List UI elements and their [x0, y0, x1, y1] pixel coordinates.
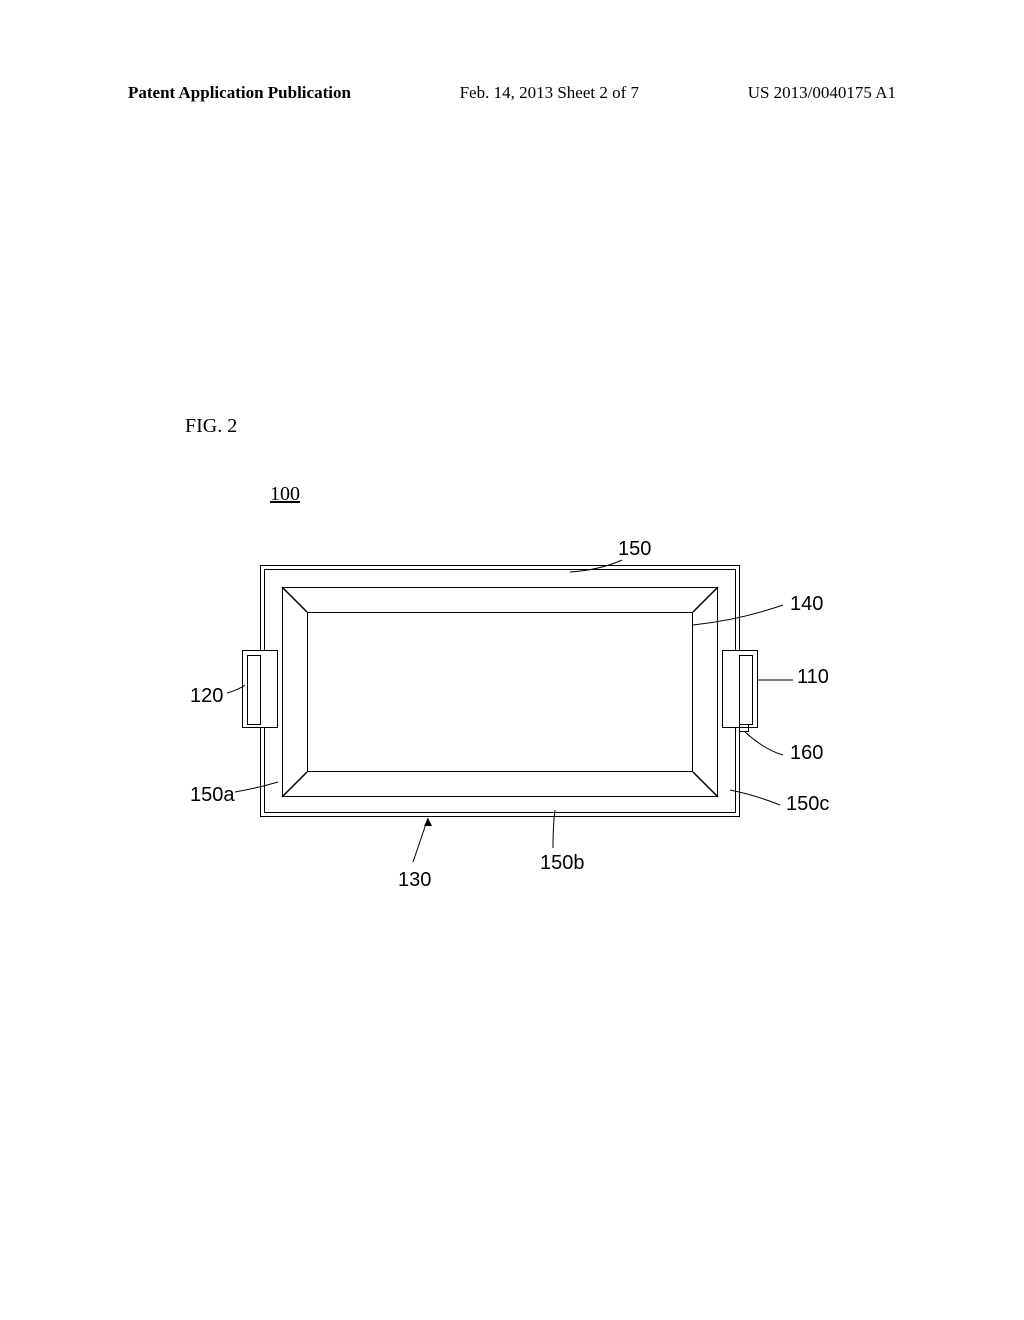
header-pub-number: US 2013/0040175 A1: [748, 83, 896, 103]
header-date-sheet: Feb. 14, 2013 Sheet 2 of 7: [460, 83, 639, 103]
ref-120: 120: [190, 685, 223, 708]
ref-130: 130: [398, 869, 431, 892]
ref-150c: 150c: [786, 793, 829, 816]
ref-140: 140: [790, 593, 823, 616]
ref-110: 110: [797, 666, 829, 689]
left-tab-inner: [247, 655, 261, 725]
reference-main: 100: [270, 483, 300, 506]
right-tab: [722, 650, 758, 728]
header-publication: Patent Application Publication: [128, 83, 351, 103]
ref-150b: 150b: [540, 852, 585, 875]
right-tab-notch: [739, 724, 749, 732]
bevel-lines: [260, 565, 740, 817]
ref-150a: 150a: [190, 784, 235, 807]
page-header: Patent Application Publication Feb. 14, …: [0, 83, 1024, 103]
ref-160: 160: [790, 742, 823, 765]
ref-150: 150: [618, 538, 651, 561]
right-tab-inner: [739, 655, 753, 725]
left-tab: [242, 650, 278, 728]
figure-label: FIG. 2: [185, 415, 237, 438]
diagram: [260, 565, 740, 817]
